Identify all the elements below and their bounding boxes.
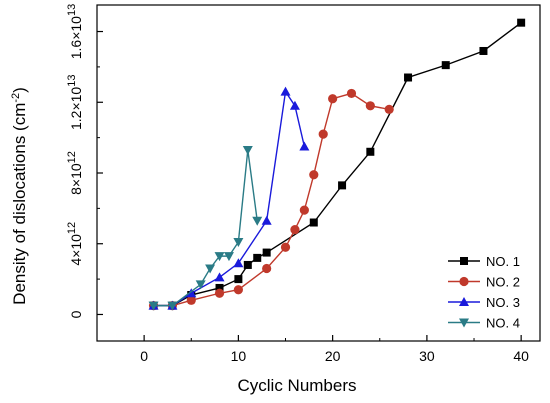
legend-marker xyxy=(459,318,469,328)
series-no-4 xyxy=(148,146,263,311)
series-no-2-point xyxy=(309,170,319,180)
series-no-1-point xyxy=(479,46,488,55)
y-tick-label: 1.6×1013 xyxy=(66,4,84,59)
series-no-3-point xyxy=(186,288,197,298)
legend-marker xyxy=(460,257,468,265)
series-no-2 xyxy=(148,88,394,311)
legend-entry-no-3: NO. 3 xyxy=(448,295,520,310)
legend-entry-no-4: NO. 4 xyxy=(448,316,520,331)
series-no-1-point xyxy=(517,18,526,27)
series-no-4-point xyxy=(214,252,225,262)
x-tick-label: 10 xyxy=(231,348,247,364)
series-no-4-point xyxy=(205,264,216,274)
y-tick-mantissa: 1.6×10 xyxy=(68,16,84,59)
y-axis-label-main: Density of dislocations (cm xyxy=(10,103,29,305)
series-no-4-point xyxy=(223,252,234,262)
series-no-3-point xyxy=(280,86,291,96)
series-no-1-point xyxy=(366,147,375,156)
y-axis-label: Density of dislocations (cm-2) xyxy=(10,87,29,305)
series-no-3-point xyxy=(233,258,244,268)
series-no-2-point xyxy=(365,101,375,111)
series-no-1-point xyxy=(243,260,252,269)
x-tick-label: 0 xyxy=(140,348,148,364)
x-tick-label: 20 xyxy=(325,348,341,364)
series-no-3-point xyxy=(289,100,300,110)
series-no-1-point xyxy=(309,218,318,227)
y-tick-label: 0 xyxy=(68,310,84,318)
series-no-1 xyxy=(149,18,526,310)
y-tick-mantissa: 1.2×10 xyxy=(68,87,84,130)
series-no-1-point xyxy=(234,275,243,284)
series-no-1-point xyxy=(262,248,271,257)
y-tick-label: 4×1012 xyxy=(66,222,84,266)
series-no-2-point xyxy=(290,224,300,235)
series-no-1-point xyxy=(441,61,450,70)
series-no-2-point xyxy=(299,205,309,215)
series-no-2-point xyxy=(280,242,291,252)
series-no-4-point xyxy=(148,301,159,311)
y-tick-exponent: 13 xyxy=(66,75,78,87)
series-no-2-point xyxy=(384,104,394,114)
y-axis-label-close: ) xyxy=(10,87,29,93)
x-tick-label: 40 xyxy=(513,348,529,364)
legend-entry-no-1: NO. 1 xyxy=(448,254,520,269)
series-no-1-point xyxy=(338,181,347,190)
legend-label: NO. 2 xyxy=(486,275,520,290)
series-no-2-line xyxy=(153,92,390,307)
series-no-3-point xyxy=(261,215,272,225)
series-layer xyxy=(148,18,526,311)
legend-label: NO. 1 xyxy=(486,254,520,269)
y-tick-exponent: 12 xyxy=(66,151,78,163)
series-no-2-point xyxy=(318,129,328,139)
series-no-4-point xyxy=(195,280,206,290)
series-no-2-point xyxy=(186,295,196,305)
y-tick-mantissa: 0 xyxy=(68,310,84,318)
series-no-2-point xyxy=(214,288,225,298)
x-axis-label: Cyclic Numbers xyxy=(237,376,356,395)
series-no-1-point xyxy=(253,253,262,262)
legend-label: NO. 4 xyxy=(486,316,520,331)
series-no-1-point xyxy=(404,73,413,82)
series-no-3 xyxy=(148,86,310,310)
series-no-2-point xyxy=(346,88,357,99)
y-axis-label-unit-exponent: -2 xyxy=(10,93,22,103)
series-no-2-point xyxy=(328,94,338,104)
y-tick-mantissa: 8×10 xyxy=(68,163,84,195)
legend-marker xyxy=(459,276,469,287)
series-no-4-point xyxy=(252,216,263,226)
series-no-3-point xyxy=(214,272,225,282)
legend: NO. 1 NO. 2 NO. 3 NO. 4 xyxy=(448,254,520,331)
x-tick-label: 30 xyxy=(419,348,435,364)
series-no-3-point xyxy=(299,141,310,151)
series-no-1-point xyxy=(215,283,224,292)
series-no-4-point xyxy=(167,301,178,311)
y-tick-exponent: 13 xyxy=(66,4,78,16)
y-tick-exponent: 12 xyxy=(66,222,78,234)
series-no-2-point xyxy=(262,263,272,274)
y-tick-mantissa: 4×10 xyxy=(68,234,84,266)
y-tick-label: 8×1012 xyxy=(66,151,84,195)
series-no-3-line xyxy=(153,89,306,307)
series-no-2-point xyxy=(233,285,243,295)
legend-marker xyxy=(459,297,469,306)
series-no-4-point xyxy=(233,237,244,247)
y-tick-label: 1.2×1013 xyxy=(66,75,84,130)
legend-label: NO. 3 xyxy=(486,295,520,310)
series-no-4-point xyxy=(242,146,253,156)
legend-entry-no-2: NO. 2 xyxy=(448,275,520,290)
